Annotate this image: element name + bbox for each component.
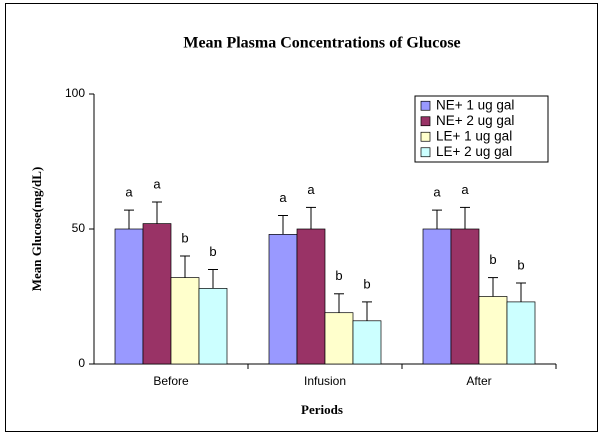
bar [114, 228, 144, 365]
legend-swatch [420, 131, 431, 142]
y-tick-label: 50 [72, 221, 86, 235]
significance-letter: b [335, 268, 342, 283]
bar [296, 228, 326, 365]
y-tick-label: 0 [78, 356, 85, 370]
bar [450, 228, 480, 365]
legend-label: NE+ 1 ug gal [436, 97, 514, 112]
y-tick-label: 100 [65, 86, 85, 100]
significance-letter: b [209, 244, 216, 259]
legend-label: LE+ 2 ug gal [436, 144, 512, 159]
bar [422, 228, 452, 365]
y-axis-label: Mean Glucose(mg/dL) [29, 167, 44, 292]
x-tick-label: After [466, 374, 491, 388]
legend-box [414, 95, 549, 163]
x-axis-label: Periods [301, 402, 343, 417]
chart-title: Mean Plasma Concentrations of Glucose [183, 35, 460, 52]
bar [142, 223, 172, 365]
bar [506, 301, 536, 365]
legend-swatch [420, 116, 431, 127]
significance-letter: b [517, 257, 524, 272]
significance-letter: a [125, 185, 133, 200]
x-tick-label: Before [153, 374, 189, 388]
significance-letter: b [181, 230, 188, 245]
x-tick-label: Infusion [304, 374, 346, 388]
legend-label: NE+ 2 ug gal [436, 113, 514, 128]
significance-letter: a [153, 176, 161, 191]
significance-letter: a [433, 185, 441, 200]
bar [352, 320, 382, 365]
legend-label: LE+ 1 ug gal [436, 128, 512, 143]
significance-letter: a [307, 182, 315, 197]
legend-swatch [420, 100, 431, 111]
legend-swatch [420, 147, 431, 158]
bar [478, 296, 508, 365]
bar [268, 234, 298, 365]
bar [170, 277, 200, 365]
significance-letter: a [279, 190, 287, 205]
significance-letter: b [489, 252, 496, 267]
significance-letter: b [363, 276, 370, 291]
bar [324, 312, 354, 365]
significance-letter: a [461, 182, 469, 197]
bar [198, 288, 228, 365]
